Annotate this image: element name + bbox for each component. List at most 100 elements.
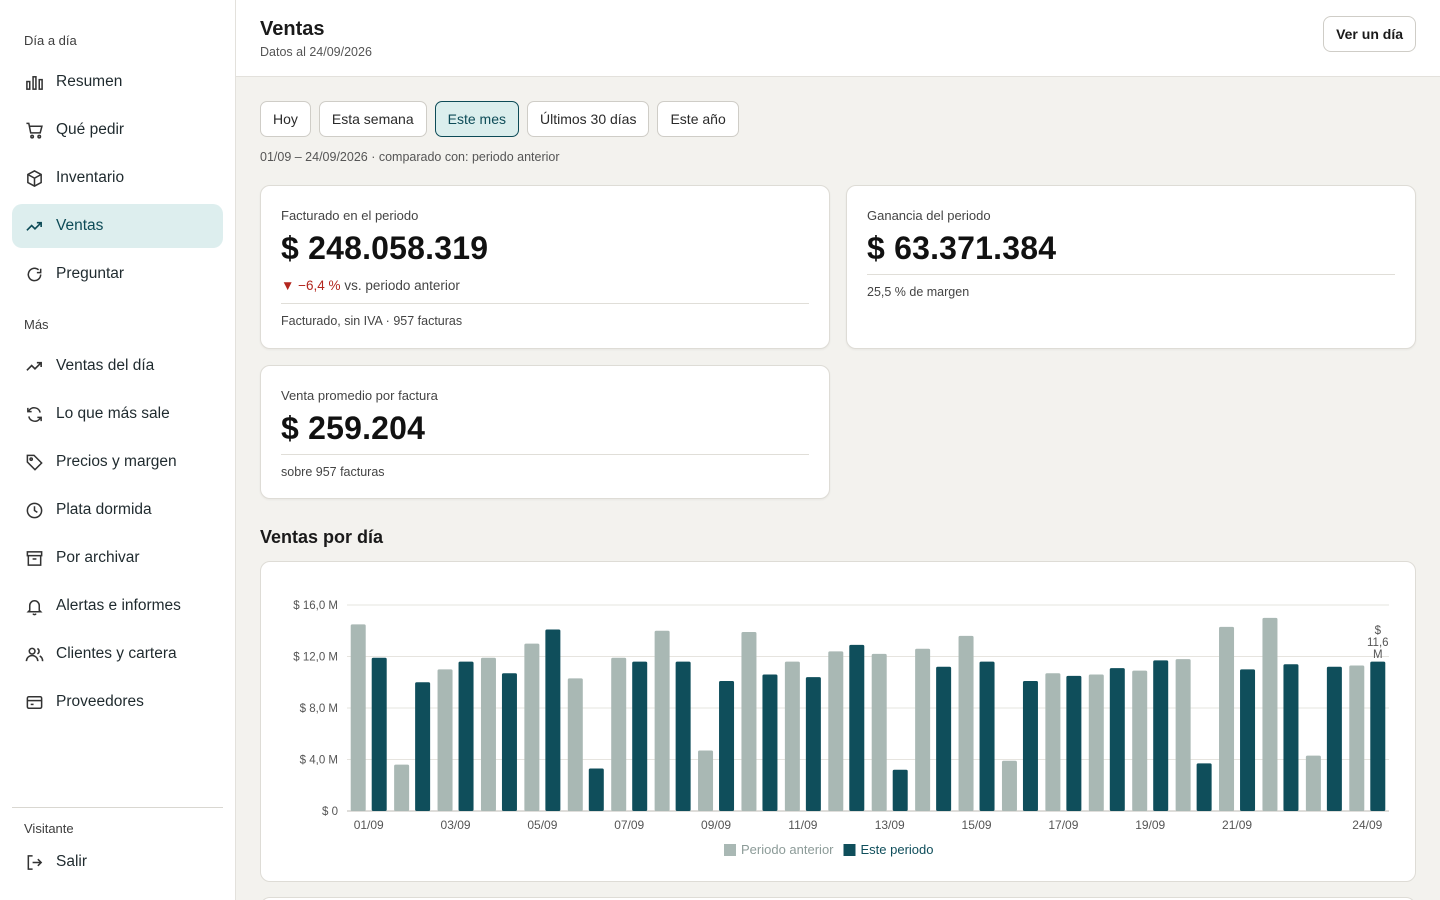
tag-icon	[24, 452, 44, 472]
sidebar-item-preguntar[interactable]: Preguntar	[12, 252, 223, 296]
tab-esta-semana[interactable]: Esta semana	[318, 101, 427, 137]
card-profit-label: Ganancia del periodo	[867, 208, 991, 223]
bar-previous-period	[1088, 674, 1104, 811]
card-average: Venta promedio por factura $ 259.204 sob…	[260, 365, 830, 499]
archive-icon	[24, 548, 44, 568]
bar-this-period	[1240, 669, 1256, 811]
bar-this-period	[458, 661, 474, 811]
sidebar-item-label: Resumen	[56, 73, 123, 90]
x-tick-label: 13/09	[875, 818, 905, 832]
trend-up-icon	[24, 356, 44, 376]
logout-button[interactable]: Salir	[12, 840, 223, 884]
sidebar-item-alertas-e-informes[interactable]: Alertas e informes	[12, 584, 223, 628]
sales-by-day-chart: $ 0 $ 4,0 M $ 8,0 M $ 12,0 M $ 16,0 M 01/09 03…	[293, 600, 1389, 857]
bar-this-period	[1022, 680, 1038, 811]
logout-icon	[24, 852, 44, 872]
bar-previous-period	[654, 630, 670, 811]
y-tick-label: $ 4,0 M	[300, 755, 338, 767]
sidebar-item-label: Ventas del día	[56, 357, 155, 374]
tab-hoy[interactable]: Hoy	[260, 101, 311, 137]
y-tick-label: $ 12,0 M	[293, 652, 338, 664]
x-tick-label: 24/09	[1352, 818, 1382, 832]
bar-this-period	[719, 680, 735, 811]
legend-label: Periodo anterior	[741, 842, 834, 857]
section-label-daily: Día a día	[24, 33, 77, 48]
sidebar-item-proveedores[interactable]: Proveedores	[12, 680, 223, 724]
tab-este-ano[interactable]: Este año	[657, 101, 739, 137]
bar-previous-period	[567, 678, 583, 811]
data-label: $	[1375, 625, 1382, 637]
delta-value: −6,4 %	[298, 278, 341, 293]
sidebar: Día a día Resumen Qué pedir Inventario V…	[0, 0, 236, 900]
bar-this-period	[675, 661, 691, 811]
refresh-icon	[24, 404, 44, 424]
bar-this-period	[415, 682, 431, 811]
sidebar-item-ventas-del-dia[interactable]: Ventas del día	[12, 344, 223, 388]
y-tick-label: $ 0	[322, 806, 338, 818]
bar-previous-period	[524, 643, 540, 811]
card-profit: Ganancia del periodo $ 63.371.384 25,5 %…	[846, 185, 1416, 349]
card-average-label: Venta promedio por factura	[281, 388, 438, 403]
bar-chart-icon	[24, 72, 44, 92]
sidebar-item-plata-dormida[interactable]: Plata dormida	[12, 488, 223, 532]
sidebar-item-label: Qué pedir	[56, 121, 125, 138]
bar-previous-period	[828, 651, 844, 811]
bar-previous-period	[1132, 670, 1148, 811]
x-tick-label: 03/09	[441, 818, 471, 832]
bar-this-period	[1283, 664, 1299, 811]
section-label-more: Más	[24, 317, 49, 332]
x-tick-label: 09/09	[701, 818, 731, 832]
chart-section-title: Ventas por día	[260, 527, 384, 547]
bar-previous-period	[1175, 659, 1191, 811]
bar-this-period	[1326, 666, 1342, 811]
card-divider	[867, 274, 1395, 275]
card-profit-value: $ 63.371.384	[867, 230, 1057, 266]
tab-ultimos-30-dias[interactable]: Últimos 30 días	[526, 101, 650, 137]
sidebar-item-label: Ventas	[56, 217, 104, 234]
bar-previous-period	[437, 669, 453, 811]
sidebar-item-precios-y-margen[interactable]: Precios y margen	[12, 440, 223, 484]
sidebar-item-lo-que-mas-sale[interactable]: Lo que más sale	[12, 392, 223, 436]
bar-this-period	[501, 673, 517, 811]
sidebar-item-que-pedir[interactable]: Qué pedir	[12, 108, 223, 152]
card-average-value: $ 259.204	[281, 410, 426, 446]
sidebar-item-label: Proveedores	[56, 693, 144, 710]
sidebar-item-clientes-y-cartera[interactable]: Clientes y cartera	[12, 632, 223, 676]
tab-este-mes[interactable]: Este mes	[434, 101, 519, 137]
bar-previous-period	[611, 657, 627, 811]
sidebar-item-inventario[interactable]: Inventario	[12, 156, 223, 200]
sidebar-item-ventas[interactable]: Ventas	[12, 204, 223, 248]
sidebar-item-label: Alertas e informes	[56, 597, 181, 614]
bar-this-period	[762, 674, 778, 811]
bar-this-period	[1109, 668, 1125, 811]
bar-previous-period	[871, 653, 887, 811]
x-tick-label: 15/09	[962, 818, 992, 832]
bar-previous-period	[1219, 626, 1235, 811]
x-tick-label: 05/09	[527, 818, 557, 832]
period-tabs: Hoy Esta semana Este mes Últimos 30 días…	[260, 101, 739, 137]
view-day-button[interactable]: Ver un día	[1323, 16, 1416, 52]
wallet-icon	[24, 692, 44, 712]
bar-this-period	[545, 629, 561, 811]
sidebar-item-resumen[interactable]: Resumen	[12, 60, 223, 104]
bar-this-period	[588, 768, 604, 811]
sidebar-item-label: Plata dormida	[56, 501, 152, 518]
bar-this-period	[849, 644, 865, 811]
clock-icon	[24, 500, 44, 520]
chat-bubble-icon	[24, 264, 44, 284]
sidebar-item-por-archivar[interactable]: Por archivar	[12, 536, 223, 580]
sidebar-item-label: Preguntar	[56, 265, 125, 282]
y-tick-label: $ 16,0 M	[293, 600, 338, 612]
down-arrow-icon: ▼	[281, 278, 295, 293]
bar-this-period	[1066, 675, 1082, 811]
legend-swatch	[724, 844, 736, 856]
card-billed: Facturado en el periodo $ 248.058.319 ▼ …	[260, 185, 830, 349]
sidebar-item-label: Lo que más sale	[56, 405, 170, 422]
card-divider	[281, 303, 809, 304]
bar-previous-period	[1262, 617, 1278, 811]
bar-this-period	[936, 666, 952, 811]
bar-previous-period	[698, 750, 714, 811]
bar-previous-period	[1001, 760, 1017, 811]
data-label: 11,6	[1367, 637, 1389, 649]
bar-previous-period	[915, 648, 931, 811]
